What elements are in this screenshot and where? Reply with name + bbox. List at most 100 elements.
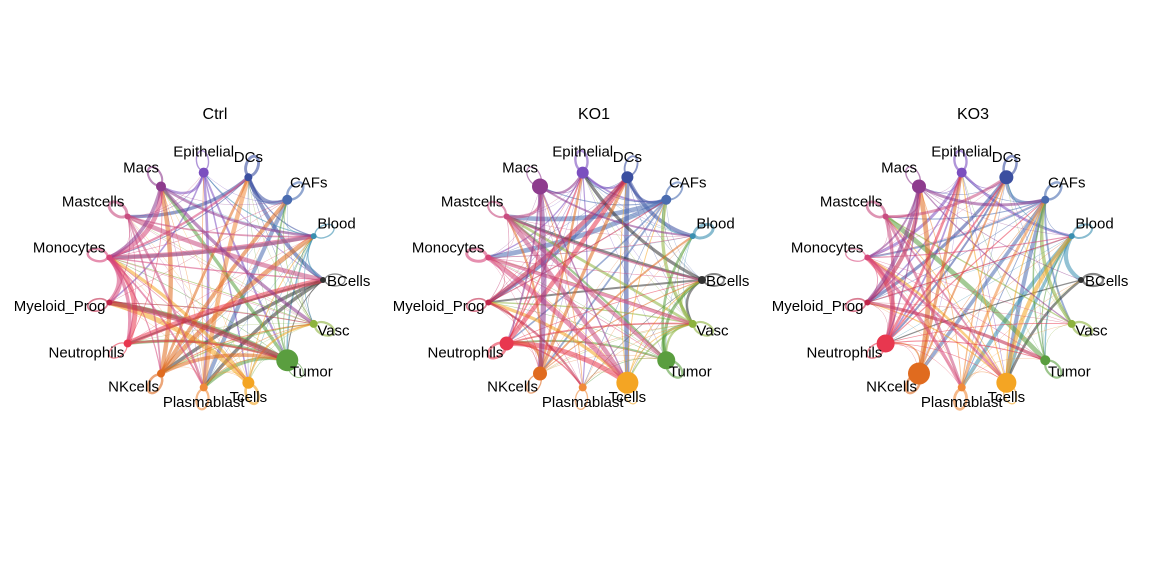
- edge: [866, 186, 920, 259]
- edge: [619, 177, 628, 383]
- edge: [126, 216, 162, 374]
- edge: [582, 323, 693, 388]
- edge: [109, 257, 314, 325]
- network-panel: KO1 Epithelial DCs CAFs Blood BCells Vasc Tumor…: [393, 106, 750, 411]
- edge: [283, 235, 314, 361]
- node-label: BCells: [327, 273, 370, 290]
- node: [106, 254, 113, 261]
- node-label: Macs: [123, 159, 159, 176]
- node: [908, 362, 930, 385]
- edge: [885, 323, 1072, 344]
- node: [616, 371, 639, 394]
- node: [282, 194, 293, 205]
- node-label: Epithelial: [173, 144, 234, 161]
- node-label: Tcells: [230, 389, 268, 406]
- edge: [961, 357, 1046, 388]
- node-label: NKcells: [866, 378, 917, 395]
- node: [123, 339, 132, 348]
- edge: [866, 256, 964, 389]
- edge: [539, 185, 693, 238]
- edge: [504, 215, 630, 384]
- edge: [866, 256, 1008, 384]
- node-label: BCells: [1085, 273, 1128, 290]
- node-label: CAFs: [290, 174, 328, 191]
- edge: [247, 235, 315, 383]
- edge: [884, 215, 1008, 384]
- edge: [916, 185, 932, 375]
- edge: [918, 186, 1072, 237]
- edge: [961, 172, 1046, 361]
- node-label: Plasmablast: [921, 394, 1004, 411]
- edge: [488, 199, 667, 303]
- node: [1067, 319, 1076, 328]
- node-label: Monocytes: [791, 240, 864, 257]
- panel-title: Ctrl: [203, 106, 228, 123]
- edge: [246, 176, 325, 282]
- node: [106, 299, 113, 306]
- edge: [1004, 234, 1074, 383]
- edge: [127, 176, 250, 219]
- edge: [488, 257, 703, 281]
- edge: [1044, 323, 1072, 361]
- edge: [127, 216, 314, 325]
- edge: [127, 216, 136, 344]
- edge: [918, 235, 1072, 374]
- edge: [159, 198, 289, 375]
- edge: [127, 339, 288, 362]
- edge: [885, 199, 1046, 344]
- node: [244, 173, 253, 182]
- node: [698, 276, 706, 284]
- node: [657, 351, 676, 370]
- edge: [298, 235, 314, 325]
- node: [157, 369, 165, 378]
- edge: [918, 186, 1082, 281]
- node-label: DCs: [234, 149, 263, 166]
- node: [1040, 355, 1051, 366]
- node: [485, 254, 492, 261]
- edge: [109, 302, 314, 325]
- edge: [626, 199, 667, 383]
- edge: [884, 176, 1008, 345]
- node: [309, 319, 318, 328]
- edge: [918, 185, 1046, 207]
- node: [1041, 195, 1050, 204]
- edge: [160, 186, 204, 388]
- node: [956, 167, 967, 178]
- node: [276, 349, 299, 372]
- node-label: DCs: [992, 149, 1021, 166]
- node-label: Neutrophils: [49, 344, 125, 361]
- node: [882, 213, 889, 220]
- panel-title: KO3: [957, 106, 989, 123]
- edges: [107, 172, 325, 389]
- node-label: Blood: [1075, 215, 1113, 232]
- node-label: Tumor: [1048, 363, 1091, 380]
- edge: [109, 199, 288, 258]
- node: [198, 167, 209, 178]
- edge: [127, 172, 204, 217]
- edge: [582, 235, 693, 388]
- edge: [160, 323, 314, 374]
- node: [996, 372, 1017, 393]
- edge: [960, 199, 1047, 388]
- node: [864, 299, 871, 306]
- edge: [488, 257, 541, 374]
- edge: [160, 186, 249, 383]
- edge: [203, 199, 288, 388]
- edge: [961, 323, 1072, 388]
- node-label: Myeloid_Prog: [14, 298, 106, 315]
- node: [199, 383, 208, 392]
- node: [912, 179, 926, 194]
- edge: [283, 199, 314, 325]
- edge: [488, 257, 667, 361]
- node-label: Myeloid_Prog: [772, 298, 864, 315]
- edge: [109, 257, 249, 383]
- edge: [488, 302, 667, 361]
- node-label: Mastcells: [441, 193, 504, 210]
- edge: [885, 235, 1072, 344]
- edge: [160, 353, 288, 376]
- node-label: CAFs: [669, 174, 707, 191]
- edge: [867, 177, 1007, 258]
- edge: [504, 176, 630, 345]
- edge: [918, 186, 963, 388]
- node: [689, 233, 696, 240]
